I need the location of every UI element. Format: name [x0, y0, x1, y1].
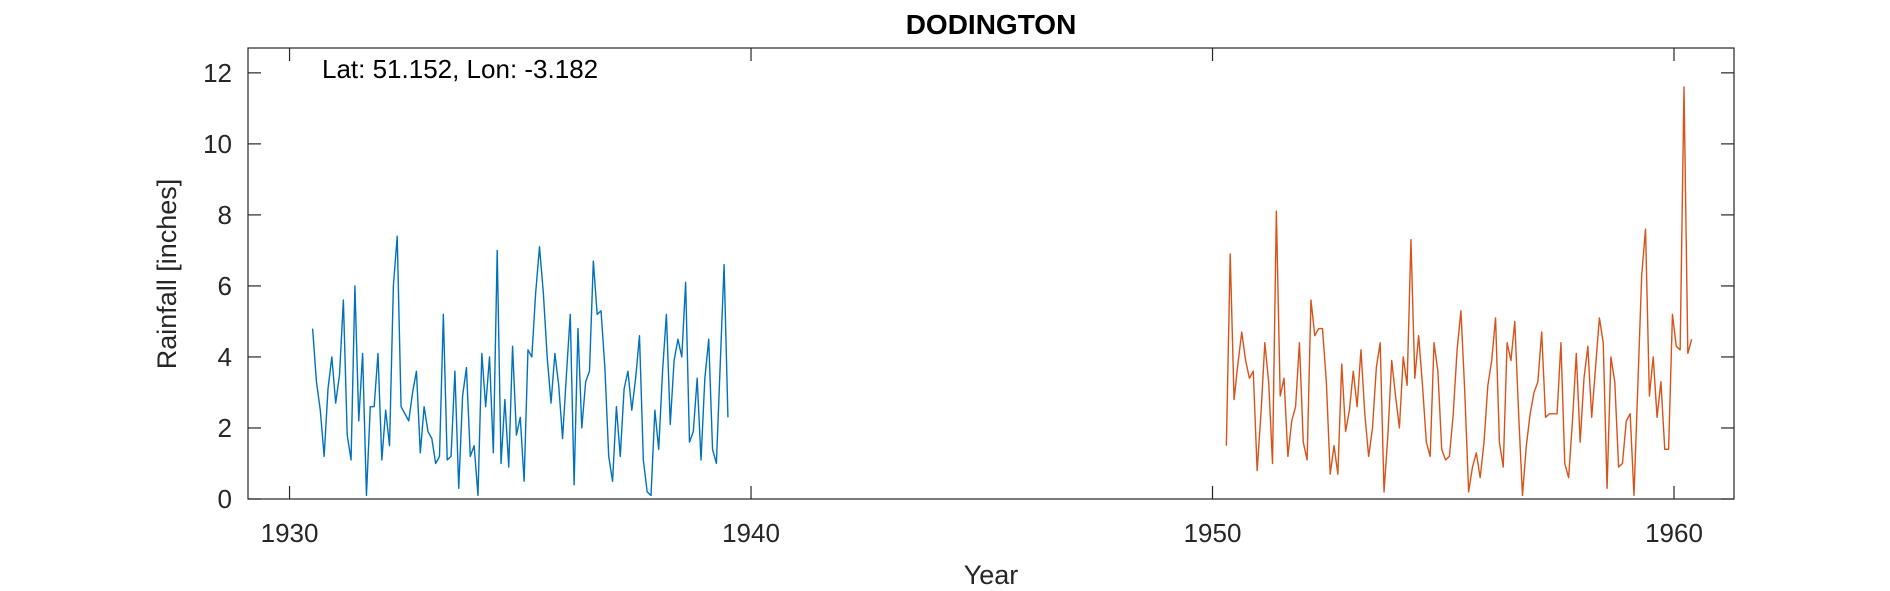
y-tick-label: 6 — [218, 271, 232, 301]
x-axis-label: Year — [964, 560, 1019, 590]
x-tick-label: 1950 — [1184, 518, 1242, 548]
y-tick-label: 10 — [203, 129, 232, 159]
plot-area: 1930 1940 1950 1960 0 2 4 6 8 10 12 — [203, 47, 1735, 548]
y-tick-label: 12 — [203, 58, 232, 88]
chart-title: DODINGTON — [906, 9, 1077, 40]
x-tick-label: 1930 — [261, 518, 319, 548]
x-tick-label: 1940 — [722, 518, 780, 548]
series-line-1 — [311, 235, 729, 497]
location-annotation: Lat: 51.152, Lon: -3.182 — [322, 54, 598, 84]
series-line-2 — [1225, 86, 1693, 497]
y-axis-label: Rainfall [inches] — [152, 179, 182, 370]
y-tick-label: 4 — [218, 342, 232, 372]
y-tick-label: 2 — [218, 413, 232, 443]
y-tick-label: 8 — [218, 200, 232, 230]
axes-box — [247, 47, 1735, 500]
y-tick-label: 0 — [218, 484, 232, 514]
x-tick-label: 1960 — [1645, 518, 1703, 548]
